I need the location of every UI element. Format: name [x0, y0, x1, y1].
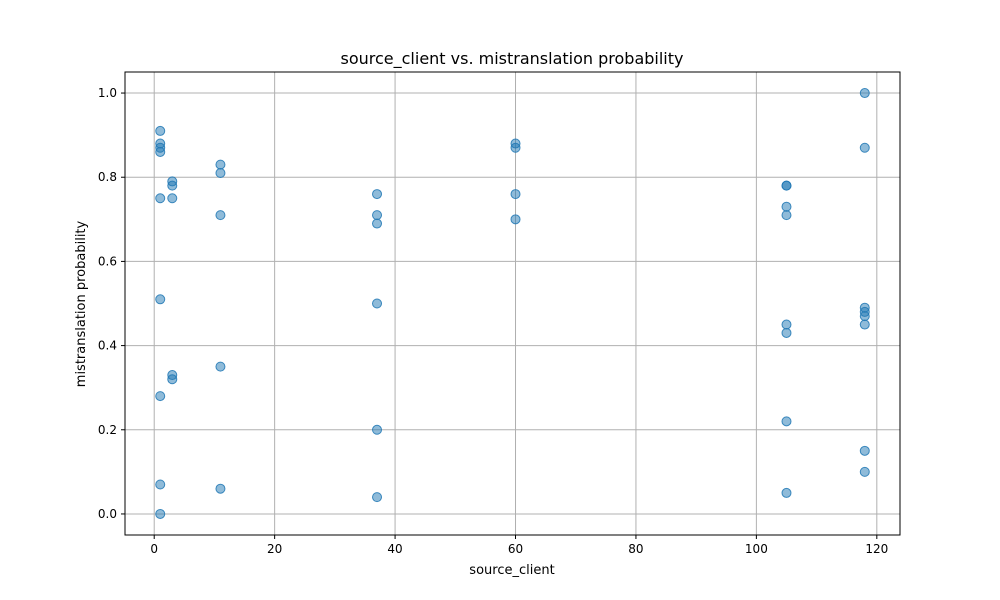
data-point [781, 180, 792, 191]
data-point [167, 193, 178, 204]
y-tick-label: 0.6 [98, 254, 117, 268]
data-point [215, 210, 226, 221]
data-point [155, 146, 166, 157]
y-tick-label: 0.2 [98, 423, 117, 437]
x-tick-label: 80 [628, 542, 643, 556]
grid [125, 72, 900, 535]
data-point [155, 479, 166, 490]
data-point [859, 88, 870, 99]
data-point [859, 142, 870, 153]
data-point [859, 319, 870, 330]
x-tick-label: 20 [267, 542, 282, 556]
x-tick-label: 40 [387, 542, 402, 556]
data-point [372, 424, 383, 435]
data-point [781, 327, 792, 338]
axis-ticks: 0 20 40 60 80 100 120 0.0 0.2 0.4 0.6 0.8 1.0 [98, 86, 888, 556]
data-point [215, 168, 226, 179]
data-point [155, 294, 166, 305]
data-point [215, 159, 226, 170]
x-tick-label: 120 [865, 542, 888, 556]
x-tick-label: 0 [150, 542, 158, 556]
x-tick-label: 60 [508, 542, 523, 556]
data-point [781, 319, 792, 330]
data-point [167, 180, 178, 191]
x-axis-label: source_client [469, 563, 554, 578]
data-point [215, 483, 226, 494]
y-tick-label: 1.0 [98, 86, 117, 100]
data-point [372, 210, 383, 221]
data-point [510, 214, 521, 225]
y-axis-label: mistranslation probability [74, 220, 89, 387]
data-point [155, 125, 166, 136]
data-point [155, 193, 166, 204]
data-point [155, 508, 166, 519]
data-point [372, 492, 383, 503]
data-point [781, 487, 792, 498]
data-point [215, 361, 226, 372]
data-point [781, 201, 792, 212]
chart-title: source_client vs. mistranslation probabi… [341, 49, 684, 69]
data-point [781, 210, 792, 221]
data-point [372, 298, 383, 309]
data-point [781, 416, 792, 427]
data-point [155, 391, 166, 402]
data-point [510, 142, 521, 153]
data-point [167, 374, 178, 385]
data-points [155, 88, 870, 519]
y-tick-label: 0.8 [98, 170, 117, 184]
y-tick-label: 0.4 [98, 339, 117, 353]
y-tick-label: 0.0 [98, 507, 117, 521]
data-point [372, 189, 383, 200]
data-point [510, 189, 521, 200]
data-point [859, 445, 870, 456]
axes-frame [124, 71, 901, 536]
x-tick-label: 100 [745, 542, 768, 556]
data-point [372, 218, 383, 229]
data-point [859, 466, 870, 477]
data-point [859, 311, 870, 322]
